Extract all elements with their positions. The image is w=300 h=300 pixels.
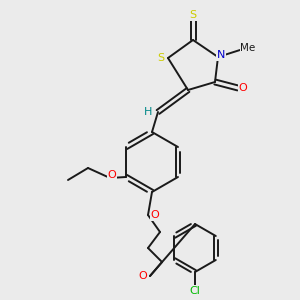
Text: Me: Me: [240, 43, 256, 53]
Text: Cl: Cl: [190, 286, 200, 296]
Text: O: O: [238, 83, 247, 93]
Text: S: S: [189, 10, 197, 20]
Text: H: H: [144, 107, 152, 117]
Text: S: S: [158, 53, 165, 63]
Text: O: O: [139, 271, 147, 281]
Text: N: N: [217, 50, 225, 60]
Text: O: O: [108, 170, 116, 180]
Text: O: O: [151, 210, 159, 220]
